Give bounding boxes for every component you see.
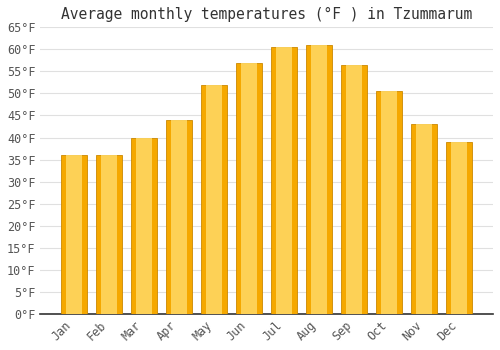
Bar bbox=[341, 65, 367, 314]
Bar bbox=[171, 120, 187, 314]
Bar bbox=[346, 65, 362, 314]
Bar bbox=[206, 85, 222, 314]
Bar bbox=[66, 155, 82, 314]
Bar bbox=[312, 45, 327, 314]
Bar bbox=[242, 63, 257, 314]
Bar bbox=[271, 47, 297, 314]
Bar bbox=[131, 138, 157, 314]
Bar bbox=[446, 142, 472, 314]
Bar bbox=[101, 155, 117, 314]
Bar bbox=[236, 63, 262, 314]
Bar bbox=[276, 47, 292, 314]
Bar bbox=[61, 155, 87, 314]
Bar bbox=[201, 85, 228, 314]
Title: Average monthly temperatures (°F ) in Tzummarum: Average monthly temperatures (°F ) in Tz… bbox=[61, 7, 472, 22]
Bar bbox=[452, 142, 467, 314]
Bar bbox=[136, 138, 152, 314]
Bar bbox=[306, 45, 332, 314]
Bar bbox=[166, 120, 192, 314]
Bar bbox=[416, 124, 432, 314]
Bar bbox=[96, 155, 122, 314]
Bar bbox=[411, 124, 438, 314]
Bar bbox=[382, 91, 397, 314]
Bar bbox=[376, 91, 402, 314]
